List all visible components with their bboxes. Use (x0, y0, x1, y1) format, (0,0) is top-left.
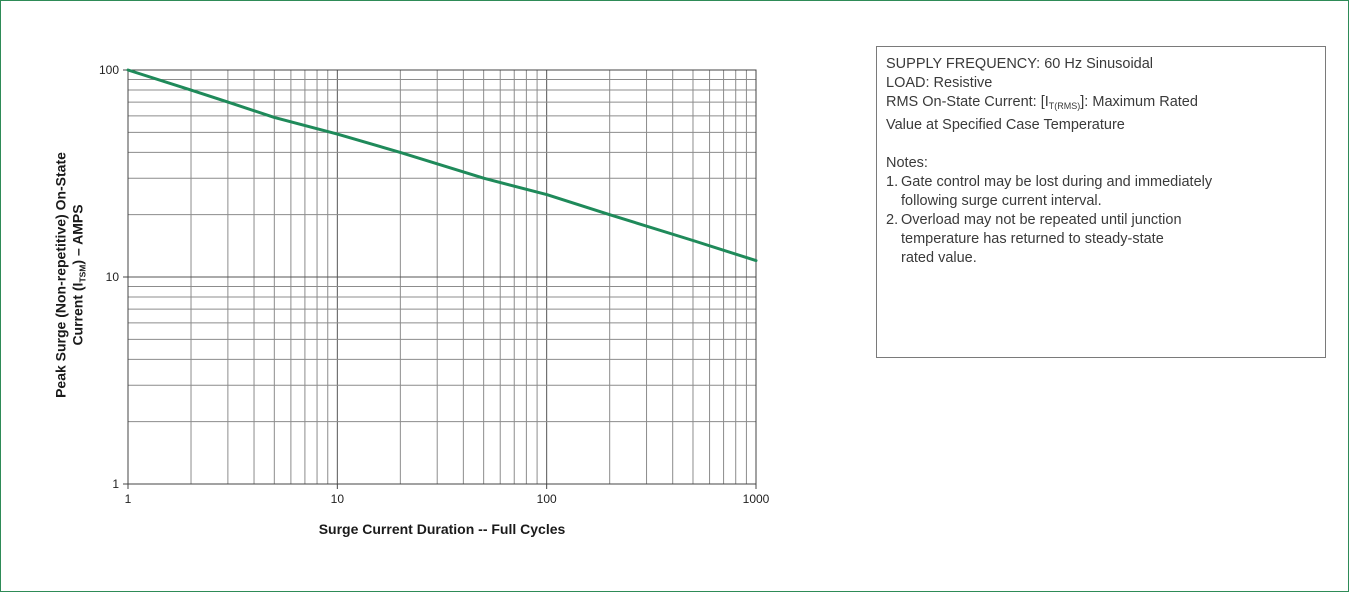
notes-title: Notes: (886, 155, 928, 171)
y-axis-label-pre: Current (I (69, 282, 86, 346)
note-2-line1: Overload may not be repeated until junct… (901, 212, 1182, 228)
notes-box: SUPPLY FREQUENCY: 60 Hz Sinusoidal LOAD:… (876, 46, 1326, 358)
y-axis-label: Peak Surge (Non-repetitive) On-State Cur… (53, 152, 92, 398)
note-1-number: 1. (886, 174, 899, 190)
y-axis-label-post: ) – AMPS (69, 204, 86, 265)
rms-current-pre: RMS On-State Current: [I (886, 94, 1049, 110)
x-tick-label: 1 (125, 492, 132, 506)
note-1-line2: following surge current interval. (901, 193, 1102, 209)
x-axis-label: Surge Current Duration -- Full Cycles (318, 521, 566, 537)
y-axis-label-line2: Current (ITSM) – AMPS (70, 152, 92, 398)
grid-lines (128, 70, 756, 484)
note-2-cont: temperature has returned to steady-state (886, 230, 1325, 249)
note-1-line1: Gate control may be lost during and imme… (901, 174, 1213, 190)
series-line (126, 68, 758, 263)
note-2-line2: temperature has returned to steady-state (901, 231, 1164, 247)
note-2-line3: rated value. (901, 250, 977, 266)
x-tick-label: 100 (537, 492, 557, 506)
note-1: 1. Gate control may be lost during and im… (886, 173, 1325, 192)
note-1-cont: following surge current interval. (886, 192, 1325, 211)
y-axis-label-line1: Peak Surge (Non-repetitive) On-State (52, 152, 69, 398)
rms-current-text: RMS On-State Current: [IT(RMS)]: Maximum… (886, 93, 1325, 116)
rated-value-text: Value at Specified Case Temperature (886, 117, 1125, 133)
supply-frequency-text: SUPPLY FREQUENCY: 60 Hz Sinusoidal (886, 56, 1154, 72)
series-lines (126, 68, 758, 263)
note-2-number: 2. (886, 212, 899, 228)
x-tick-label: 1000 (743, 492, 770, 506)
y-tick-label: 1 (112, 477, 119, 491)
y-tick-label: 100 (99, 63, 119, 77)
load-text: LOAD: Resistive (886, 75, 993, 91)
rms-current-post: ]: Maximum Rated (1080, 94, 1198, 110)
y-tick-label: 10 (106, 270, 120, 284)
note-2: 2. Overload may not be repeated until jun… (886, 211, 1325, 230)
spacer (886, 135, 1325, 154)
y-axis-label-sub: TSM (77, 264, 88, 283)
rms-current-sub: T(RMS) (1048, 101, 1081, 111)
note-2-cont2: rated value. (886, 249, 1325, 268)
tick-labels: 1 10 100 1000 1 10 100 (99, 63, 770, 506)
x-tick-label: 10 (331, 492, 345, 506)
